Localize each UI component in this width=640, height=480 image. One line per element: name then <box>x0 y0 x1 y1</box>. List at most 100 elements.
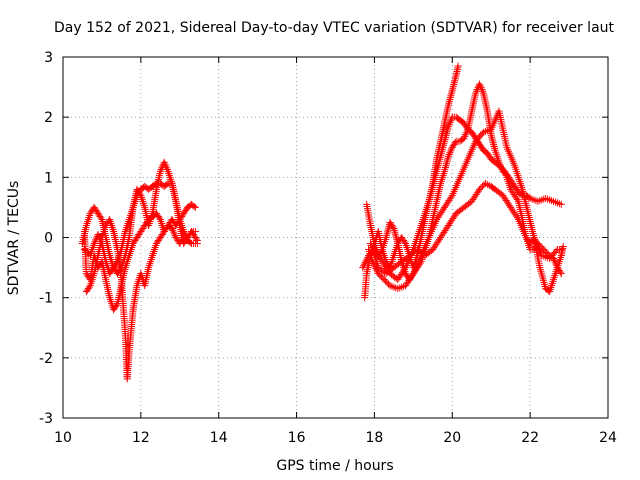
data-point <box>400 265 408 273</box>
data-point <box>363 255 371 263</box>
data-point <box>94 230 102 238</box>
data-point <box>155 214 163 222</box>
data-point <box>448 145 456 153</box>
series-track-9 <box>359 113 565 284</box>
x-tick-labels: 10 12 14 16 18 20 22 24 <box>54 430 617 446</box>
data-point <box>553 262 561 270</box>
data-point <box>365 252 373 260</box>
data-point <box>462 131 470 139</box>
y-tick-label: -2 <box>39 351 53 367</box>
data-point <box>192 235 200 243</box>
data-point <box>446 119 454 127</box>
y-tick-label: 3 <box>44 50 53 66</box>
data-point <box>361 258 369 266</box>
data-point <box>163 164 171 172</box>
data-point <box>362 257 370 265</box>
data-point <box>380 276 388 284</box>
axis-ticks <box>62 56 609 419</box>
data-point <box>170 228 178 236</box>
y-tick-label: 2 <box>44 110 53 126</box>
data-point <box>85 283 93 291</box>
data-point <box>477 184 485 192</box>
data-point <box>495 161 503 169</box>
data-point <box>557 200 565 208</box>
data-point <box>476 185 484 193</box>
x-tick-label: 18 <box>366 430 384 446</box>
data-point <box>83 249 91 257</box>
data-point <box>398 283 406 291</box>
data-point <box>538 244 546 252</box>
data-point <box>374 270 382 278</box>
x-tick-label: 20 <box>443 430 461 446</box>
data-point <box>113 301 121 309</box>
data-point <box>550 255 557 263</box>
data-point <box>97 238 105 246</box>
data-point <box>360 260 368 268</box>
data-point <box>472 87 480 95</box>
data-point <box>163 180 171 188</box>
data-point <box>359 264 367 272</box>
data-point <box>360 262 368 270</box>
data-point <box>80 246 88 254</box>
data-point <box>531 235 539 243</box>
data-point <box>478 85 486 93</box>
data-point <box>551 258 559 266</box>
data-point <box>536 248 544 256</box>
data-point <box>171 232 179 240</box>
data-point <box>556 268 564 276</box>
data-point <box>193 237 201 245</box>
data-point <box>366 250 374 258</box>
grid-lines <box>63 57 608 418</box>
data-point <box>447 193 455 201</box>
data-point <box>408 271 416 279</box>
data-point <box>496 163 504 171</box>
y-tick-label: 1 <box>44 170 53 186</box>
data-point <box>90 240 98 248</box>
data-point <box>151 180 159 188</box>
data-point <box>389 223 397 231</box>
data-point <box>170 230 178 238</box>
data-point <box>499 166 507 174</box>
data-point <box>479 87 487 95</box>
chart-title: Day 152 of 2021, Sidereal Day-to-day VTE… <box>54 20 615 36</box>
y-tick-labels: -3 -2 -1 0 1 2 3 <box>39 50 53 427</box>
data-point <box>460 134 468 142</box>
x-tick-label: 12 <box>132 430 150 446</box>
data-point <box>513 196 521 204</box>
data-point <box>168 224 176 232</box>
x-tick-label: 24 <box>599 430 617 446</box>
data-point <box>557 246 565 254</box>
data-point <box>445 120 453 128</box>
data-point <box>445 150 453 158</box>
y-tick-label: -3 <box>39 411 53 427</box>
data-point <box>537 243 545 251</box>
x-tick-label: 10 <box>54 430 72 446</box>
data-point <box>454 62 462 70</box>
data-point <box>446 149 454 157</box>
data-point <box>444 122 452 130</box>
data-point <box>401 238 409 246</box>
data-point <box>530 234 538 241</box>
data-point <box>476 80 484 88</box>
data-point <box>162 162 170 170</box>
data-point <box>91 238 99 246</box>
data-point <box>157 166 165 174</box>
data-point <box>480 181 488 189</box>
data-point <box>447 117 455 125</box>
data-point <box>191 203 199 211</box>
data-point <box>477 84 485 92</box>
data-point <box>160 158 168 166</box>
data-point <box>550 256 558 264</box>
data-point <box>476 82 484 90</box>
data-point <box>383 279 391 287</box>
y-tick-label: -1 <box>39 291 53 307</box>
data-point <box>485 152 493 160</box>
y-axis-label: SDTVAR / TECUs <box>6 181 22 296</box>
data-point <box>538 196 546 204</box>
data-point <box>478 182 486 190</box>
data-point <box>557 270 565 278</box>
data-point <box>543 249 551 257</box>
data-point <box>472 89 480 97</box>
data-point <box>541 247 549 255</box>
